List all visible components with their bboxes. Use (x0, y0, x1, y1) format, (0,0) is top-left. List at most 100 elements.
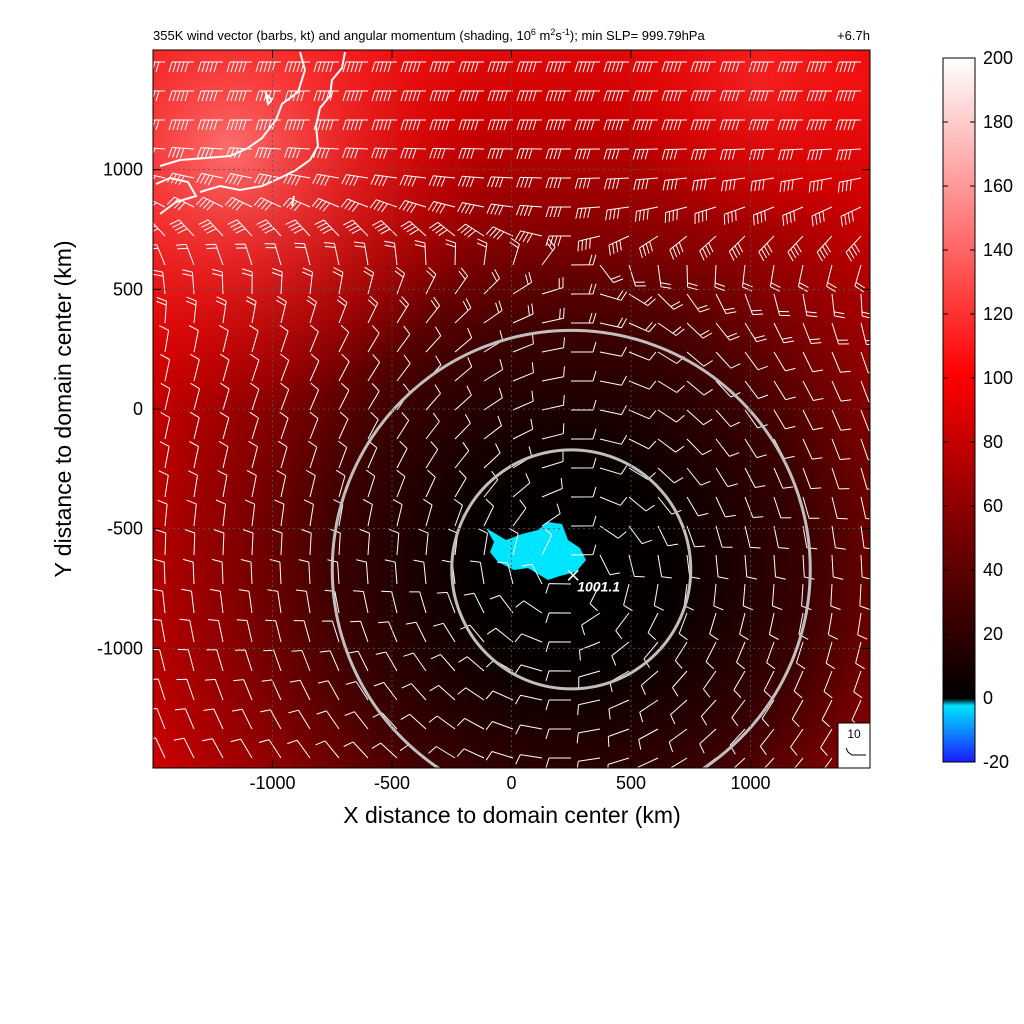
wind-barb (245, 296, 257, 324)
wind-barb (628, 380, 657, 390)
wind-barb (835, 90, 861, 102)
wind-barb (175, 243, 195, 266)
wind-barb (802, 293, 818, 318)
wind-barb (425, 412, 440, 440)
wind-barb (664, 206, 688, 223)
wind-barb (396, 325, 411, 353)
slp-center-cross (567, 569, 579, 581)
wind-barb (309, 324, 319, 353)
wind-barb (859, 583, 870, 610)
wind-barb (791, 699, 804, 728)
wind-barb (570, 254, 597, 266)
wind-barb (225, 147, 253, 159)
wind-barb (826, 264, 837, 293)
wind-barb (715, 322, 740, 341)
wind-barb (686, 467, 711, 486)
forecast-time: +6.7h (837, 28, 870, 43)
wind-barb (603, 119, 629, 131)
wind-barb (715, 351, 741, 369)
wind-barb (483, 498, 495, 527)
wind-barb (427, 201, 456, 214)
wind-barb (153, 174, 166, 181)
wind-barb (430, 653, 456, 672)
wind-barb (773, 293, 791, 317)
wind-barb (284, 147, 311, 159)
wind-barb (309, 353, 320, 382)
wind-barb (173, 737, 195, 759)
wind-barb (371, 119, 397, 131)
wind-barb (694, 206, 717, 224)
wind-barb (575, 206, 601, 219)
wind-barb (820, 728, 833, 756)
wind-barb (512, 272, 533, 295)
wind-barb (604, 177, 630, 190)
wind-barb (514, 230, 543, 243)
wind-barb (577, 235, 601, 252)
wind-barb (157, 499, 168, 527)
wind-barb (209, 588, 224, 614)
wind-barb (483, 269, 501, 295)
wind-barb (823, 670, 833, 699)
wind-barb (400, 119, 426, 131)
wind-barb (777, 90, 803, 102)
colorbar-tick-label: -20 (983, 752, 1009, 772)
wind-barb (761, 699, 775, 727)
wind-barb (343, 741, 369, 759)
colorbar-tick-label: 100 (983, 368, 1013, 388)
wind-barb (699, 728, 717, 754)
wind-barb (483, 387, 503, 411)
wind-barb (425, 441, 439, 469)
wind-barb (153, 147, 166, 156)
wind-barb (603, 61, 629, 73)
wind-barb (599, 264, 624, 284)
wind-barb (806, 90, 832, 102)
wind-barb (396, 412, 410, 440)
wind-barb (396, 469, 406, 498)
wind-barb (802, 380, 824, 401)
wind-barb (293, 620, 311, 643)
wind-barb (723, 206, 746, 225)
x-tick-label: 1000 (730, 773, 770, 793)
wind-barb (831, 409, 852, 431)
wind-barb (166, 196, 195, 211)
wind-barb (278, 440, 288, 469)
wind-barb (831, 322, 850, 345)
wind-barb (425, 326, 442, 353)
wind-barb (457, 223, 485, 238)
wind-barb (806, 119, 832, 131)
wind-barb (750, 177, 775, 192)
wind-barb (381, 590, 398, 614)
wind-barb (153, 222, 166, 237)
wind-barb (219, 411, 230, 440)
wind-barb (184, 529, 196, 556)
slp-annotation: 1001.1 (577, 578, 620, 594)
wind-barb (657, 554, 672, 579)
wind-barb (512, 362, 534, 382)
wind-barb (454, 267, 469, 295)
wind-barb (418, 528, 429, 556)
wind-barb (186, 296, 197, 324)
wind-barb (338, 324, 350, 353)
plot-area: 1001.1 10 (153, 50, 870, 768)
wind-barb (342, 90, 368, 102)
wind-barb (769, 264, 781, 292)
wind-barb (269, 559, 282, 585)
wind-barb (211, 268, 224, 295)
wind-barb (599, 375, 627, 386)
wind-barb (773, 380, 796, 401)
wind-barb (291, 650, 311, 672)
wind-barb (298, 559, 311, 585)
wind-barb (742, 583, 754, 611)
wind-barb (669, 235, 688, 260)
wind-barb (401, 683, 427, 701)
wind-barb (821, 699, 833, 728)
wind-barb (773, 467, 794, 489)
wind-barb (458, 656, 485, 672)
colorbar-scale (942, 57, 976, 763)
wind-barb (283, 173, 311, 186)
wind-barb (219, 353, 230, 382)
wind-barb (309, 382, 320, 411)
wind-barb (686, 438, 712, 456)
wind-barb (771, 583, 783, 611)
